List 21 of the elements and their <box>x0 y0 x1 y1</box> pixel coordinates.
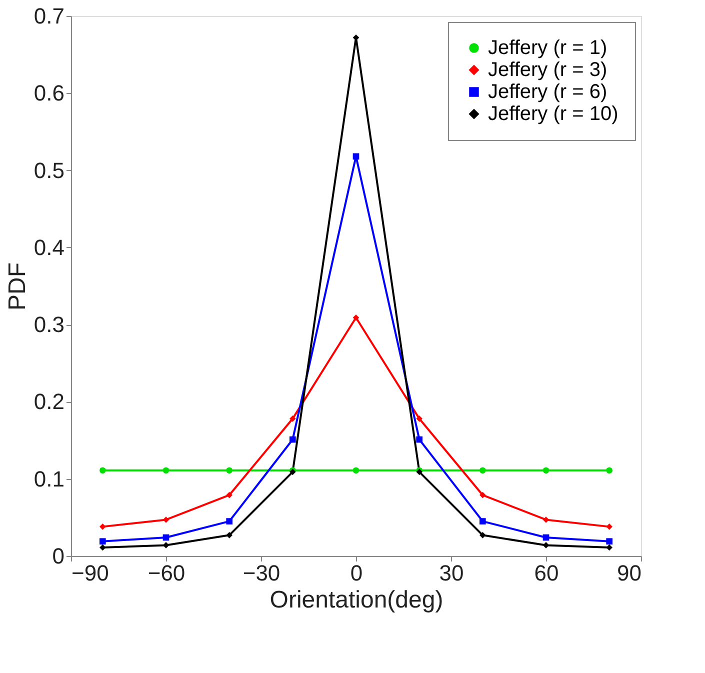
y-tick-label: 0.7 <box>34 4 64 28</box>
legend-label: Jeffery (r = 6) <box>488 81 608 103</box>
legend-label: Jeffery (r = 10) <box>488 103 618 125</box>
x-tick-label: −90 <box>72 560 109 586</box>
y-tick-label: 0.1 <box>34 466 64 492</box>
y-tick-label: 0.3 <box>34 312 64 338</box>
x-tick-label: 90 <box>617 560 642 586</box>
y-tick-label: 0 <box>52 544 64 568</box>
y-tick-label: 0.5 <box>34 158 64 183</box>
y-tick-label: 0.4 <box>34 234 64 260</box>
y-tick-label: 0.6 <box>34 80 64 106</box>
x-tick-label: 30 <box>439 560 464 586</box>
legend-label: Jeffery (r = 1) <box>488 37 608 59</box>
x-tick-label: 0 <box>350 560 363 586</box>
x-tick-label: 60 <box>534 560 559 586</box>
x-axis-title: Orientation(deg) <box>270 586 444 614</box>
y-axis-title: PDF <box>4 262 31 310</box>
x-tick-label: −30 <box>242 560 280 586</box>
x-tick-label: −60 <box>148 560 186 586</box>
legend-label: Jeffery (r = 3) <box>488 59 608 81</box>
y-tick-label: 0.2 <box>34 389 64 414</box>
